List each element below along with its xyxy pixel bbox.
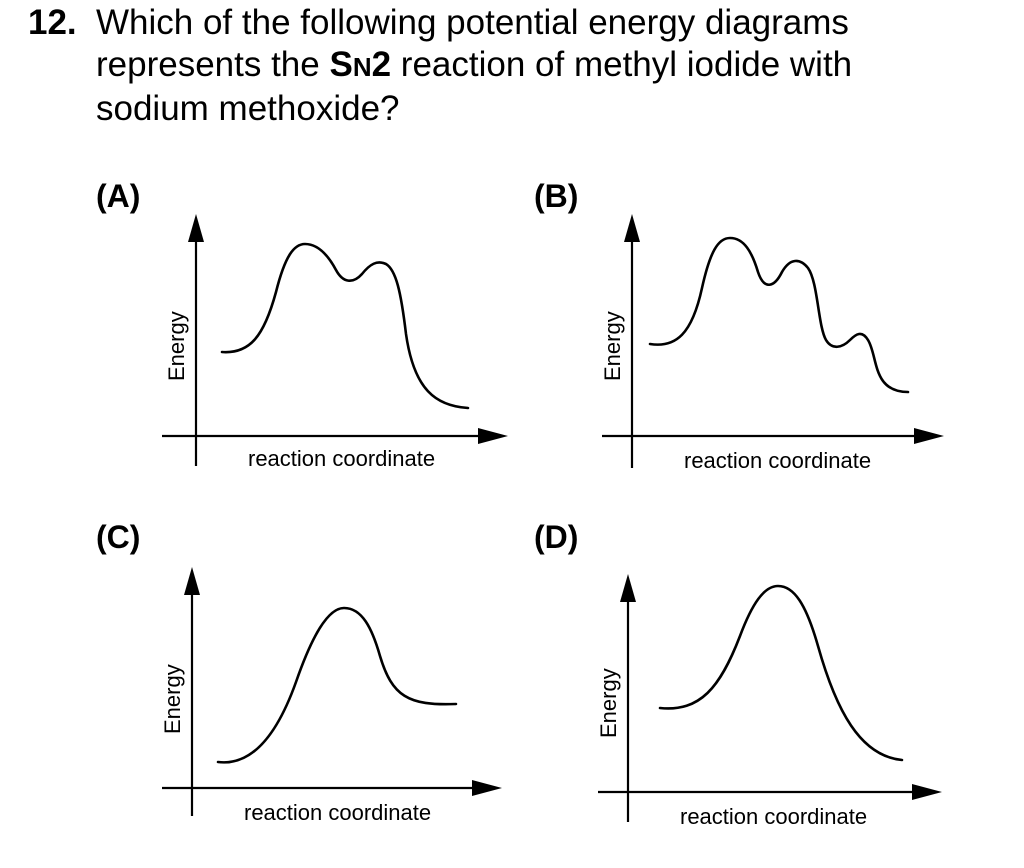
sn2-2: 2: [371, 45, 392, 84]
option-a-y-arrowhead: [188, 214, 204, 242]
question-text: Which of the following potential energy …: [96, 2, 976, 130]
option-c-curve: [216, 606, 458, 764]
option-b-xlabel: reaction coordinate: [684, 448, 871, 473]
option-a-ylabel: Energy: [164, 311, 189, 381]
question-line-1: Which of the following potential energy …: [96, 3, 849, 42]
option-a-diagram[interactable]: (A) Energy reaction coordinate: [96, 178, 508, 471]
option-b-curve: [648, 236, 910, 394]
option-a-label: (A): [96, 178, 140, 214]
sn2-n: N: [352, 52, 372, 82]
option-c-x-arrowhead: [472, 780, 502, 796]
option-b-label: (B): [534, 178, 578, 214]
option-c-diagram[interactable]: (C) Energy reaction coordinate: [96, 519, 502, 825]
sn2-s: S: [329, 45, 353, 84]
option-d-y-arrowhead: [620, 574, 636, 602]
question-line-2-post: reaction of methyl iodide with: [391, 45, 853, 84]
option-c-y-arrowhead: [184, 567, 200, 595]
option-c-xlabel: reaction coordinate: [244, 800, 431, 825]
question-line-2-pre: represents the: [96, 45, 330, 84]
option-c-label: (C): [96, 519, 140, 555]
option-d-curve: [658, 584, 904, 762]
option-a-x-arrowhead: [478, 428, 508, 444]
option-d-xlabel: reaction coordinate: [680, 804, 867, 829]
option-b-ylabel: Energy: [600, 311, 625, 381]
question-line-3: sodium methoxide?: [96, 89, 400, 128]
option-d-label: (D): [534, 519, 578, 555]
option-d-ylabel: Energy: [596, 668, 621, 738]
option-b-y-arrowhead: [624, 214, 640, 242]
option-b-diagram[interactable]: (B) Energy reaction coordinate: [534, 178, 944, 473]
option-a-xlabel: reaction coordinate: [248, 446, 435, 471]
option-a-curve: [220, 242, 470, 410]
option-d-x-arrowhead: [912, 784, 942, 800]
option-b-x-arrowhead: [914, 428, 944, 444]
option-c-ylabel: Energy: [160, 664, 185, 734]
option-d-diagram[interactable]: (D) Energy reaction coordinate: [534, 519, 942, 829]
question-number: 12.: [28, 3, 77, 42]
question-line-2: represents the SN2 reaction of methyl io…: [96, 44, 976, 88]
